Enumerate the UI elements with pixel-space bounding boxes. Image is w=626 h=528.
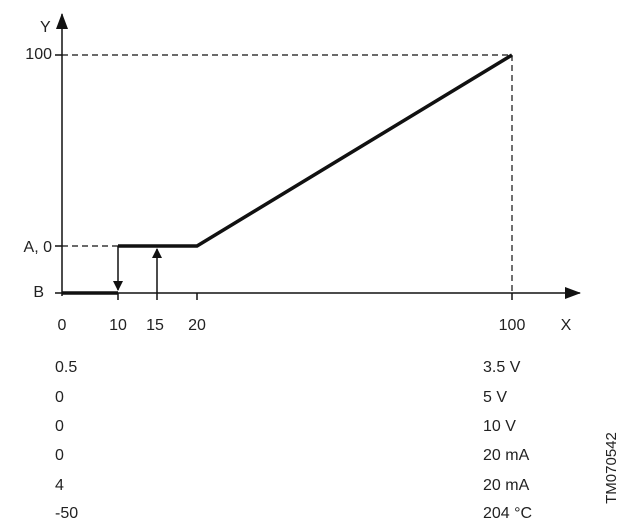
x-axis-name: X	[561, 317, 572, 334]
table-cell: 3.5 V	[483, 359, 521, 376]
x-label: 20	[188, 317, 206, 334]
table-cell: 0	[55, 389, 64, 406]
table-cell: 0.5	[55, 359, 77, 376]
x-label: 0	[58, 317, 67, 334]
guide-lines	[62, 54, 513, 293]
table-cell: 204 °C	[483, 505, 532, 522]
ticks	[55, 54, 513, 300]
range-table: 0.5 3.5 V 0 5 V 0 10 V 0 20 mA 4 20 mA -50 204 °C	[55, 359, 532, 522]
table-cell: 20 mA	[483, 447, 530, 464]
table-cell: 10 V	[483, 418, 516, 435]
drawing-code: TM070542	[603, 432, 620, 504]
y-label: A, 0	[24, 239, 53, 256]
table-cell: -50	[55, 505, 78, 522]
characteristic-line	[118, 53, 513, 248]
table-cell: 4	[55, 477, 64, 494]
y-axis-name: Y	[40, 19, 51, 36]
table-cell: 5 V	[483, 389, 507, 406]
table-cell: 20 mA	[483, 477, 530, 494]
x-label: 10	[109, 317, 127, 334]
x-label: 100	[499, 317, 526, 334]
y-label: B	[33, 284, 44, 301]
y-label: 100	[25, 46, 52, 63]
table-cell: 0	[55, 447, 64, 464]
x-label: 15	[146, 317, 164, 334]
table-cell: 0	[55, 418, 64, 435]
